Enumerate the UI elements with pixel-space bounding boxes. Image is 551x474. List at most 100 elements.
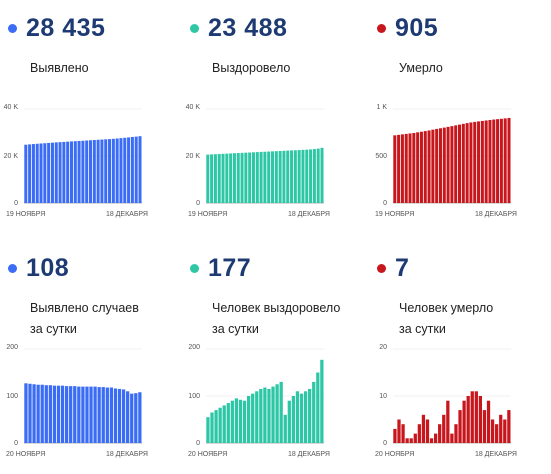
stat-headline: 905 — [377, 14, 438, 43]
bar — [263, 387, 267, 443]
bar — [401, 424, 405, 443]
stat-label: Выздоровело — [212, 61, 291, 75]
bar — [217, 153, 221, 203]
bar — [303, 391, 308, 443]
bar — [56, 385, 61, 443]
bar — [263, 151, 267, 203]
bar-chart: 0 20 K 40 K 19 НОЯБРЯ 18 ДЕКАБРЯ — [186, 104, 330, 218]
bar — [259, 388, 263, 443]
y-tick-label: 0 — [383, 440, 387, 447]
bar — [214, 410, 218, 443]
x-start-label: 19 НОЯБРЯ — [6, 211, 45, 218]
y-tick-label: 10 — [379, 393, 387, 400]
bar — [267, 388, 271, 443]
bar — [101, 387, 105, 443]
bar — [416, 132, 420, 203]
bar — [267, 151, 271, 203]
bar — [210, 154, 214, 203]
stat-headline: 108 — [8, 254, 69, 283]
bar — [130, 393, 134, 443]
stat-panel: 177 Человек выздоровело за сутки 0 100 200 20… — [182, 254, 357, 474]
y-tick-label: 1 K — [376, 104, 387, 111]
y-tick-label: 0 — [196, 440, 200, 447]
bar — [274, 151, 278, 203]
bar — [421, 414, 426, 443]
bar — [297, 150, 301, 203]
y-tick-label: 500 — [375, 153, 387, 160]
bar — [47, 142, 51, 203]
bar — [40, 384, 44, 443]
bar — [316, 148, 320, 203]
bar — [121, 389, 126, 443]
bar — [446, 126, 450, 203]
bar — [397, 419, 401, 443]
bar — [230, 400, 234, 443]
bar — [393, 428, 397, 443]
y-tick-label: 200 — [188, 344, 200, 351]
bar — [73, 386, 77, 443]
bar — [60, 385, 65, 443]
bar — [229, 153, 233, 203]
stat-number: 28 435 — [26, 14, 106, 42]
bar — [127, 137, 131, 203]
bar — [206, 154, 210, 203]
stat-label: Человек выздоровело за сутки — [212, 301, 341, 336]
x-end-label: 18 ДЕКАБРЯ — [106, 211, 148, 218]
x-start-label: 20 НОЯБРЯ — [188, 451, 227, 458]
bar — [458, 410, 462, 443]
series-dot-icon — [377, 264, 386, 273]
bar — [31, 144, 35, 203]
stat-panel: 108 Выявлено случаев за сутки 0 100 200 20 НО… — [0, 254, 175, 474]
bar — [490, 419, 495, 443]
y-tick-label: 0 — [196, 200, 200, 207]
bar — [271, 386, 275, 443]
bar-chart: 0 100 200 20 НОЯБРЯ 18 ДЕКАБРЯ — [6, 344, 148, 458]
bar — [96, 139, 100, 203]
bar — [85, 140, 89, 203]
bar — [111, 138, 115, 203]
stat-number: 177 — [208, 254, 252, 282]
stat-number: 108 — [26, 254, 70, 282]
bar — [97, 387, 101, 443]
series-dot-icon — [8, 24, 17, 33]
bar — [210, 412, 214, 443]
bar — [113, 388, 118, 443]
bar — [222, 405, 226, 443]
bar — [400, 134, 404, 203]
bar — [109, 387, 114, 443]
bar — [295, 391, 300, 443]
y-tick-label: 0 — [14, 440, 18, 447]
bar — [433, 433, 438, 443]
bar — [507, 117, 511, 203]
stat-panel: 23 488 Выздоровело 0 20 K 40 K 19 НОЯБРЯ 18 ДЕ… — [182, 14, 357, 234]
y-tick-label: 0 — [14, 200, 18, 207]
bar — [138, 392, 142, 443]
x-start-label: 19 НОЯБРЯ — [188, 211, 227, 218]
x-end-label: 18 ДЕКАБРЯ — [475, 211, 517, 218]
bar — [77, 140, 81, 203]
y-tick-label: 20 — [379, 344, 387, 351]
bar — [477, 121, 481, 203]
bar — [469, 122, 473, 203]
bar — [115, 138, 119, 203]
bar — [446, 400, 450, 443]
stat-headline: 7 — [377, 254, 409, 283]
bar — [283, 414, 287, 443]
bar — [62, 141, 66, 203]
y-tick-label: 40 K — [4, 104, 19, 111]
bar — [279, 381, 283, 443]
bar — [409, 438, 413, 443]
bar — [405, 438, 409, 443]
bar — [85, 386, 89, 443]
stat-panel: 7 Человек умерло за сутки 0 10 20 20 НОЯБРЯ 18… — [369, 254, 544, 474]
bar — [484, 120, 488, 203]
bar — [287, 400, 291, 443]
stat-headline: 177 — [190, 254, 251, 283]
bar — [419, 131, 423, 203]
bar — [466, 396, 470, 443]
bar — [461, 123, 465, 203]
bar — [108, 139, 112, 203]
bar — [232, 153, 236, 203]
bar — [473, 121, 477, 203]
bar — [495, 424, 499, 443]
